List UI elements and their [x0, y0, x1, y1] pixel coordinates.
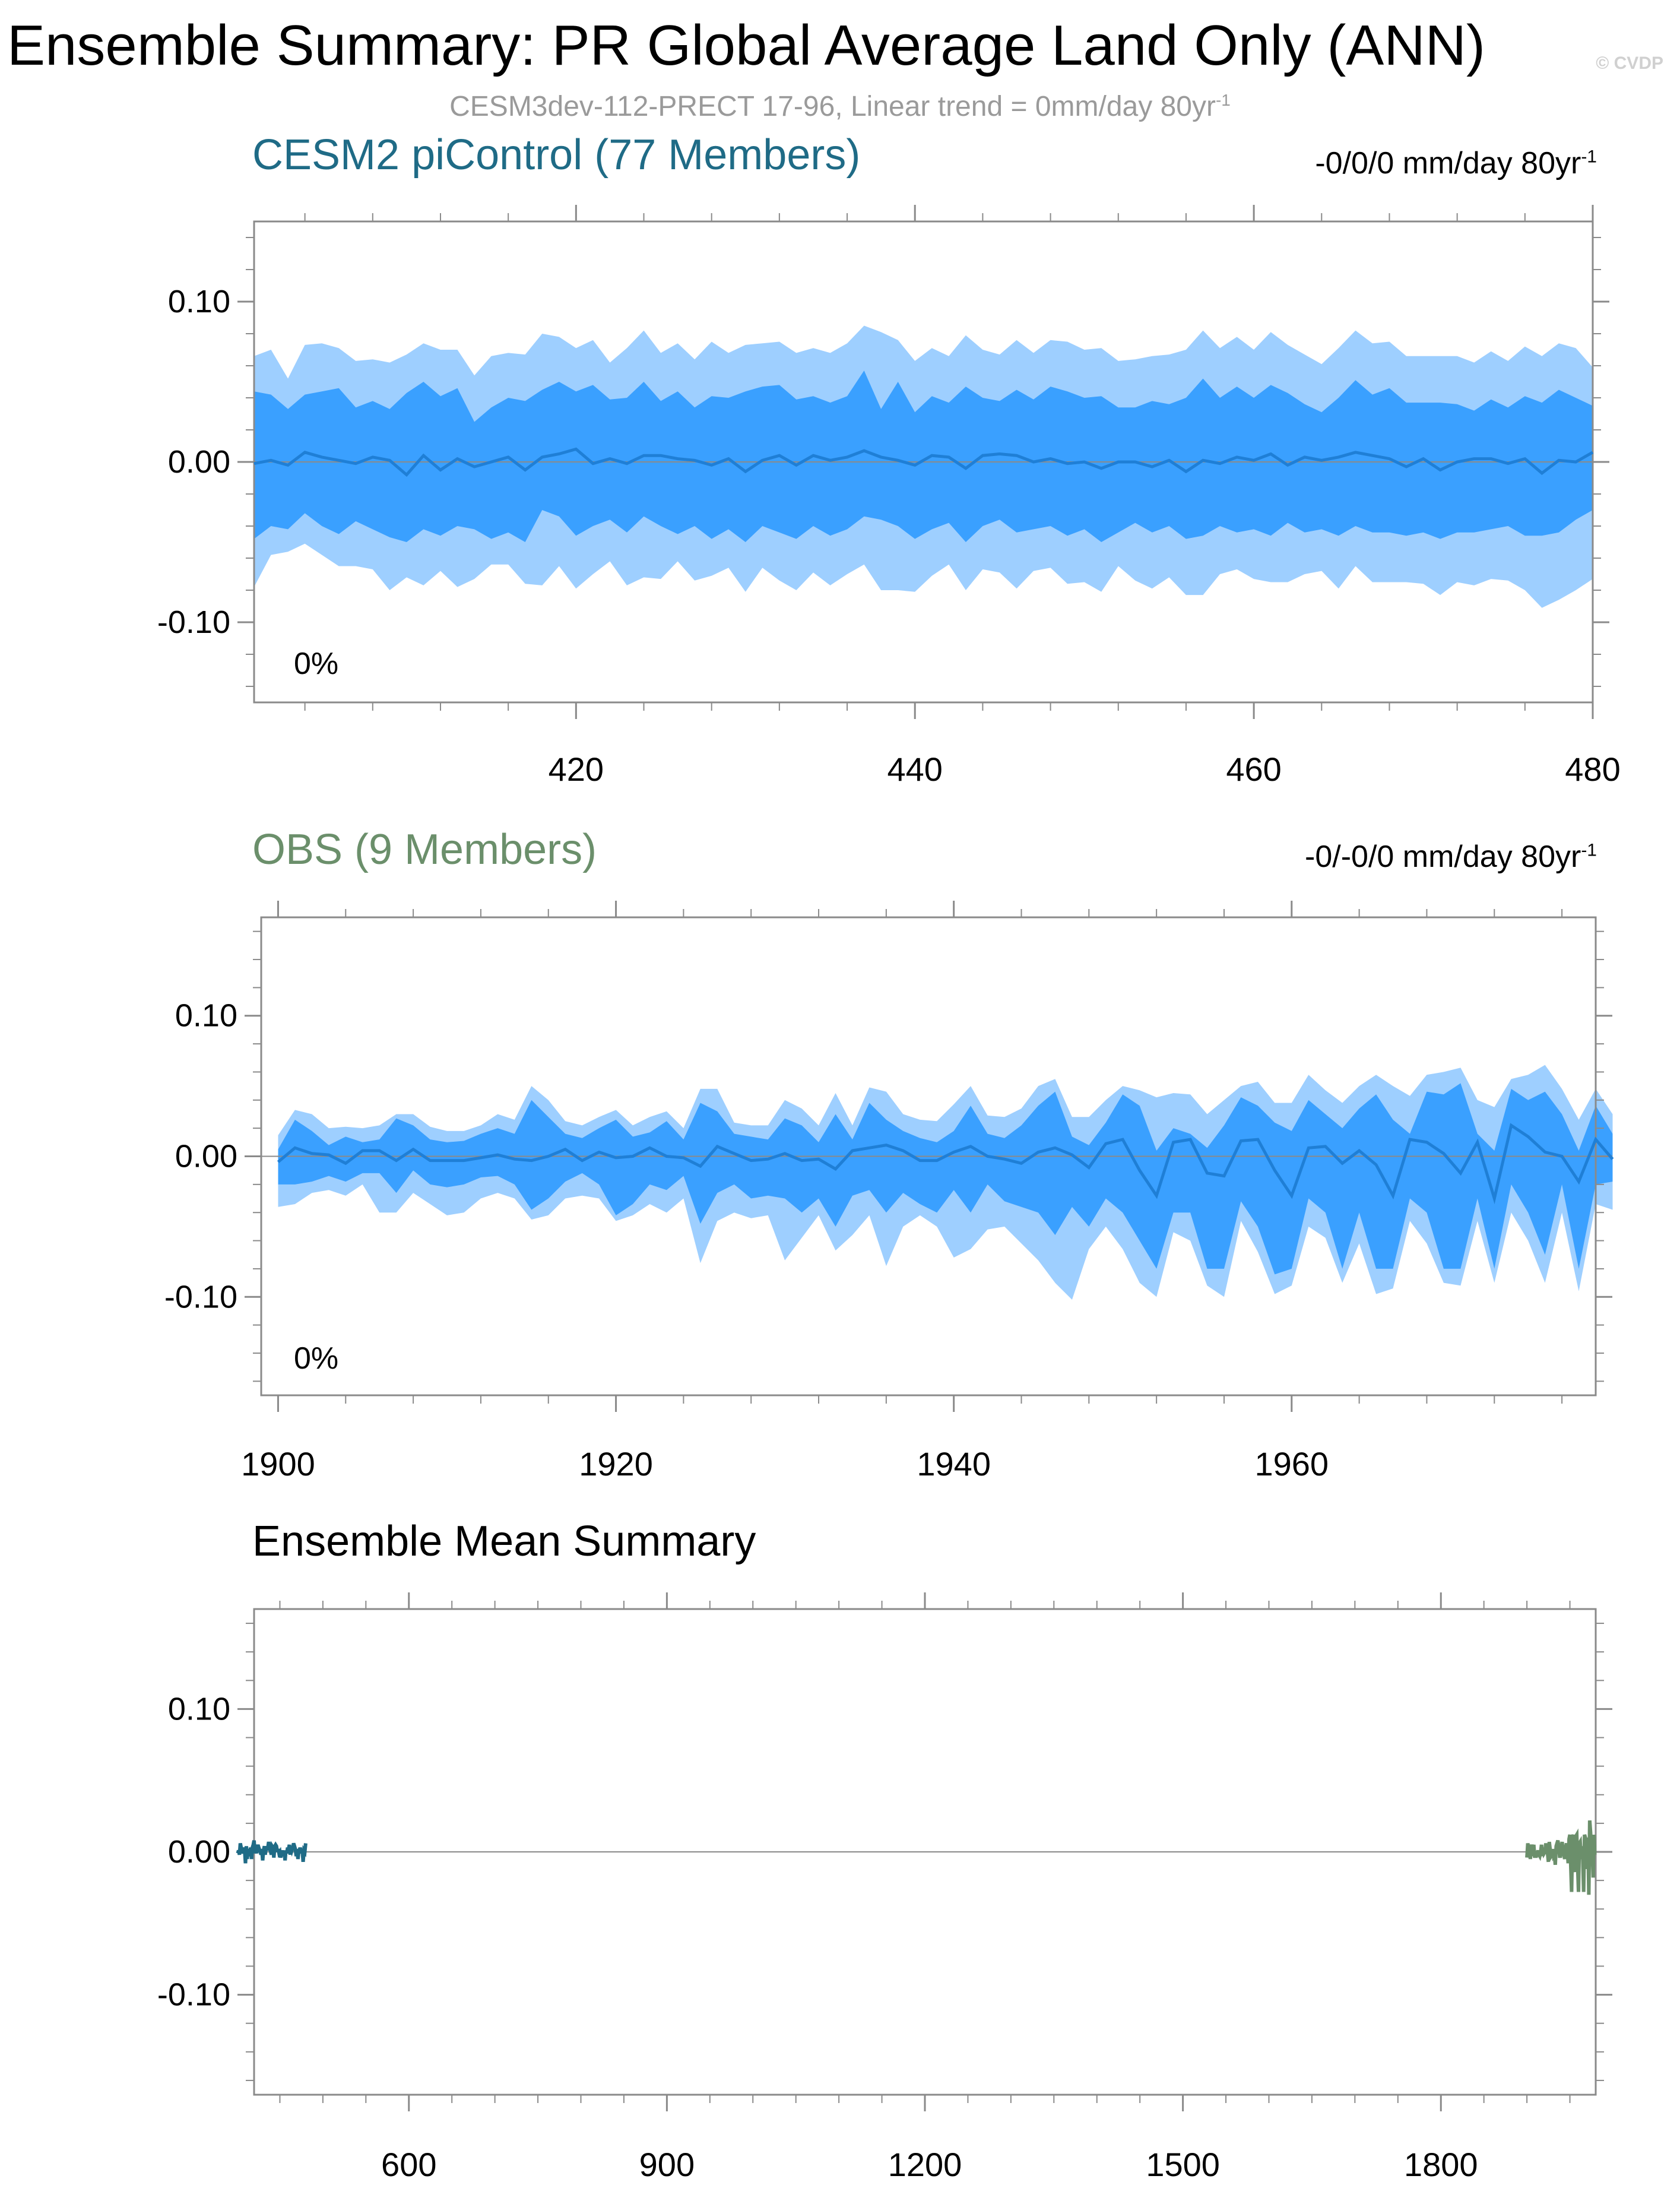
panel2-trend: -0/-0/0 mm/day 80yr-1	[1305, 839, 1597, 875]
panel1-ytick-label: 0.10	[168, 284, 230, 319]
panel1-trend: -0/0/0 mm/day 80yr-1	[1315, 145, 1597, 181]
panel1-mean-line	[253, 447, 1594, 477]
panel2-xtick-label: 1920	[579, 1445, 653, 1483]
panel1-xtick-label: 440	[887, 750, 943, 788]
panel1-xtick-label: 460	[1226, 750, 1281, 788]
panel2-xtick-label: 1960	[1255, 1445, 1329, 1483]
panel3-cesm-mean-line	[236, 1840, 308, 1864]
panel2-ytick-label: -0.10	[164, 1279, 237, 1315]
main-title: Ensemble Summary: PR Global Average Land…	[7, 14, 1485, 77]
panel3-obs-mean-line	[1525, 1820, 1597, 1895]
panel1-trend-text: -0/0/0 mm/day 80yr	[1315, 146, 1581, 180]
panel2-xtick-label: 1940	[917, 1445, 991, 1483]
panel2-mean-line	[277, 1123, 1614, 1205]
panel1-trend-sup: -1	[1581, 147, 1597, 167]
watermark: © CVDP	[1596, 53, 1663, 73]
panel3-ytick-label: 0.00	[168, 1834, 230, 1870]
panel1-inner-band	[254, 370, 1593, 542]
panel2-trend-sup: -1	[1581, 840, 1597, 860]
panel3-ytick-label: -0.10	[157, 1977, 230, 2013]
panel3-ytick-label: 0.10	[168, 1691, 230, 1727]
panel1-title: CESM2 piControl (77 Members)	[252, 131, 861, 179]
panel2-inner-band	[278, 1083, 1613, 1275]
panel1-percent-label: 0%	[294, 647, 338, 681]
panel3-title: Ensemble Mean Summary	[252, 1518, 756, 1565]
subtitle-text: CESM3dev-112-PRECT 17-96, Linear trend =…	[449, 91, 1216, 122]
panel3-xtick-label: 900	[639, 2146, 695, 2183]
panel2-percent-label: 0%	[294, 1341, 338, 1376]
panel1-xtick-label: 420	[549, 750, 604, 788]
panel2-xtick-label: 1900	[241, 1445, 315, 1483]
panel1-ytick-label: -0.10	[157, 604, 230, 640]
panel3-xtick-label: 1800	[1404, 2146, 1478, 2183]
panel2-ytick-label: 0.10	[175, 998, 237, 1034]
panel3-xtick-label: 600	[381, 2146, 436, 2183]
panel3-xtick-label: 1500	[1146, 2146, 1220, 2183]
panel2-title: OBS (9 Members)	[252, 826, 597, 873]
panel2-ytick-label: 0.00	[175, 1139, 237, 1174]
subtitle: CESM3dev-112-PRECT 17-96, Linear trend =…	[0, 90, 1680, 123]
subtitle-sup: -1	[1215, 91, 1231, 109]
panel1-xtick-label: 480	[1565, 750, 1620, 788]
panel1-ytick-label: 0.00	[168, 444, 230, 480]
panel3-xtick-label: 1200	[888, 2146, 962, 2183]
panel2-trend-text: -0/-0/0 mm/day 80yr	[1305, 840, 1581, 874]
